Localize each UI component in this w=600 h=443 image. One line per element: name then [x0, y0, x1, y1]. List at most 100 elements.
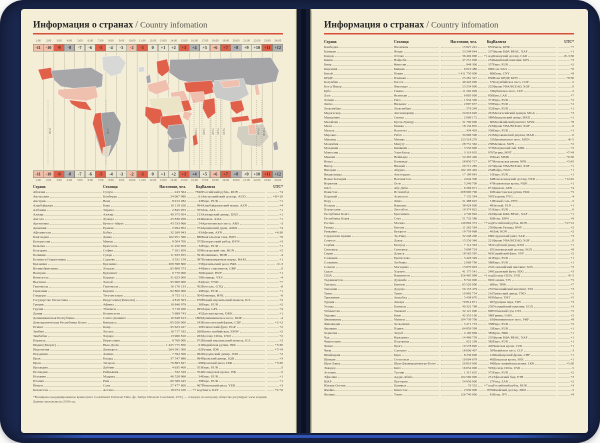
country-row: Саудовская Аравия Эр-Рияд 32 248 200 966 Сау… — [324, 234, 574, 239]
tz-cell: -11 — [32, 170, 44, 178]
country-row: Нигерия Абуджа 192 193 402 234 Найра, NGN +1 — [324, 168, 574, 173]
tz-cell: 5:00 — [77, 179, 83, 182]
tz-cell: 16:00 — [191, 39, 198, 43]
tz-cell: 4:00 — [66, 179, 73, 182]
tz-cell: -9 — [53, 170, 65, 178]
country-row: Сирия Дамаск 18 563 595 963 Сирийский фунт, … — [324, 252, 574, 256]
tz-cell: 24:00 — [274, 39, 282, 43]
tz-cell: -4 — [105, 44, 117, 52]
country-row: Австралия Канберра 24 067 980 61 Австралийск… — [33, 194, 283, 199]
tz-cell: 8:00 — [108, 39, 114, 43]
tz-cell: -2 — [126, 170, 138, 178]
country-row: Армения Ереван 2 994 852 374 Армянский драм,… — [33, 226, 283, 230]
tz-cell: 18:00 — [211, 39, 219, 43]
country-row: Венгрия Будапешт 9 770 000 36 Форинт, HUF +1 — [33, 271, 283, 275]
country-row: Ирак Багдад 37 547 686 964 Иракский динар, I… — [33, 356, 283, 361]
tz-cell: 23:00 — [263, 179, 271, 182]
country-row: Нидерланды Амстердам 17 199 045 31 Евро, EUR… — [324, 173, 574, 177]
tz-cell: -7 — [74, 44, 86, 52]
country-row: Китай Пекин 1 411 750 000 86 Юань, CNY +8 — [324, 71, 574, 76]
tz-cell: 0 — [147, 44, 158, 52]
country-row: Кот-д’Ивуар Ямусукро 23 254 000 225 Франк УВ… — [324, 85, 574, 89]
country-row: Абхазия Сухум 243 564 7840 Российский рубль,… — [33, 190, 283, 194]
country-row: Сомали Могадишо 13 879 603 252 Сомалийский ш… — [324, 265, 574, 269]
tz-cell: +12 — [272, 170, 283, 178]
tz-cell: +8 — [230, 44, 242, 52]
country-row: ОАЭ Абу-Даби 9 266 971 971 Дирхам, AED +4 — [324, 186, 574, 190]
country-row: Финляндия Хельсинки 5 471 753 358 Евро, EUR +… — [324, 322, 574, 327]
tz-cell: 20:00 — [232, 39, 240, 43]
tz-cell: 13:00 — [159, 39, 167, 43]
tz-cell: +2 — [168, 170, 179, 178]
table-header: Страна Столица Население, чел. Код Валюта UTC… — [324, 39, 574, 46]
country-row: Таджикистан Душанбе 8 742 000 992 Сомони, TJ… — [324, 278, 574, 283]
tz-cell: +5 — [199, 170, 211, 178]
country-row: Чехия Прага 10 578 820 420 Чешская крона, CZ… — [324, 344, 574, 349]
tz-cell: 16:00 — [191, 179, 198, 182]
tz-cell: +2 — [168, 44, 179, 52]
country-row: Молдавия Кишинёв 3 550 900 373 Молдавский ле… — [324, 146, 574, 151]
page-title-ru: Информация о странах — [324, 19, 425, 31]
tz-cell: -2 — [126, 44, 138, 52]
country-row: Нигер Ниамей 20 715 285 227 Франк УВА/ВСЕАО,… — [324, 164, 574, 168]
country-row: Тунис Тунис 10 982 754 216 Тунисский динар, … — [324, 291, 574, 296]
tz-cell: +6 — [209, 44, 221, 52]
tz-cell: 8:00 — [108, 179, 114, 182]
tz-annotation: +5:45 — [216, 128, 220, 136]
country-row: Бельгия Брюссель 11 250 659 32 Евро, EUR +1 — [33, 244, 283, 248]
tz-cell: 18:00 — [211, 179, 219, 182]
country-row: Словения Любляна 2 069 790 386 Евро, EUR +1 — [324, 261, 574, 265]
country-row: Люксембург Люксембург 576 249 352 Евро, EUR +… — [324, 107, 574, 111]
country-row: Пакистан Исламабад 208 990 796 92 Пакистанск… — [324, 190, 574, 195]
country-row: ЮАР Претория 54 956 900 27 Рэнд, ZAR +2 — [324, 379, 574, 384]
country-row: Кипр Никосия 848 300 357 Евро, EUR +2 — [324, 63, 574, 67]
tz-cell: -10 — [43, 170, 54, 178]
country-row: Сингапур Сингапур 5 609 724 65 Сингапурский … — [324, 247, 574, 252]
country-row: Индия (Бхарат) Нью-Дели 1 425 775 850 91 Инд… — [33, 343, 283, 347]
country-row: Камбоджа Пномпень 15 827 241 855 Риель, KHR +… — [324, 45, 574, 50]
country-row: Мьянма Нейпьидо 54 363 426 95 Кьят, MMK +6:30 — [324, 155, 574, 159]
country-row: Грузия Тбилиси 3 718 200 995 Лари, GEL +4 — [33, 307, 283, 311]
timezone-times-bottom: 1:00 2:00 3:00 4:00 5:00 6:00 7:00 8:00 9:00 10:0… — [33, 178, 283, 184]
tz-cell: 15:00 — [180, 179, 188, 182]
page-title: Информация о странах / Country infomatio… — [324, 19, 499, 31]
tz-cell: -6 — [84, 170, 96, 178]
country-row: Канада Оттава 36 404 000 +1 код Канадский до… — [324, 54, 574, 58]
tz-cell: -9 — [53, 44, 65, 52]
tz-cell: -6 — [84, 44, 96, 52]
country-row: Индонезия Джакарта 264 391 300 62 Рупия, IDR… — [33, 347, 283, 352]
tz-cell: +6 — [209, 170, 221, 178]
timezone-offsets-bottom: -11 -10 -9 -8 -7 -6 -5 -4 -3 -2 -1 0 +1 +2 +3 +4 +5 +6 +7 +… — [32, 170, 283, 178]
tz-cell: 9:00 — [118, 179, 125, 182]
country-row: Чили Сантьяго 18 006 407 56 Чилийское песо, … — [324, 348, 574, 353]
page-title-ru: Информация о странах — [33, 19, 134, 31]
country-row: Уганда Кампала 40 322 768 256 Угандийский ши… — [324, 305, 574, 309]
country-row: Кения Найроби 47 251 000 254 Кенийский шилли… — [324, 58, 574, 63]
country-row: Франция Париж 64 859 599 33 Евро, EUR +1 — [324, 327, 574, 331]
country-row: Македония Скопье 2 069 172 389 Македонский д… — [324, 115, 574, 120]
country-row: Австрия Вена 8 913 282 43 Евро, EUR +1 — [33, 199, 283, 203]
tz-cell: 21:00 — [243, 179, 250, 182]
country-table-right: Страна Столица Население, чел. Код Валюта UTC… — [324, 39, 574, 398]
tz-annotation: +9:30 — [257, 128, 261, 136]
country-row: Гватемала Гватемала 16 176 133 502 Кетсаль, … — [33, 284, 283, 289]
tz-cell: 7:00 — [98, 39, 104, 43]
tz-cell: +8 — [230, 170, 242, 178]
country-row: Румыния Бухарест 19 759 968 40 Лей, RON +2 — [324, 230, 574, 234]
tz-cell: +3 — [178, 44, 190, 52]
country-row: Эквадор Кито 16 654 000 593 Доллар США, USD -… — [324, 366, 574, 371]
tz-cell: 22:00 — [253, 179, 261, 182]
tz-cell: 10:00 — [128, 179, 136, 182]
country-row: Мексика Мехико 123 518 270 52 Мексиканское п… — [324, 137, 574, 142]
tz-cell: -3 — [116, 170, 127, 178]
tz-cell: 6:00 — [87, 179, 93, 182]
country-row: Танзания Додома 50 153 479 255 Танзанийский … — [324, 287, 574, 291]
tz-cell: 23:00 — [263, 39, 271, 43]
country-row: Норвегия Осло 5 246 700 47 Норвежская крона,… — [324, 181, 574, 186]
country-row: Марокко Рабат 34 966 500 212 Марокканский ди… — [324, 133, 574, 137]
country-row: Филиппины Манила 104 739 706 63 Филиппинское… — [324, 318, 574, 322]
country-row: Боливия Сукре 11 633 655 591 Боливиано, BOB -… — [33, 253, 283, 257]
tz-cell: 21:00 — [243, 39, 250, 43]
country-row: Зимбабве Хараре 13 966 810 263 Доллар США, U… — [33, 334, 283, 338]
timezone-offsets-top: -11 -10 -9 -8 -7 -6 -5 -4 -3 -2 -1 0 +1 +2 +3 +4 +5 +6 +7 +… — [32, 44, 283, 52]
